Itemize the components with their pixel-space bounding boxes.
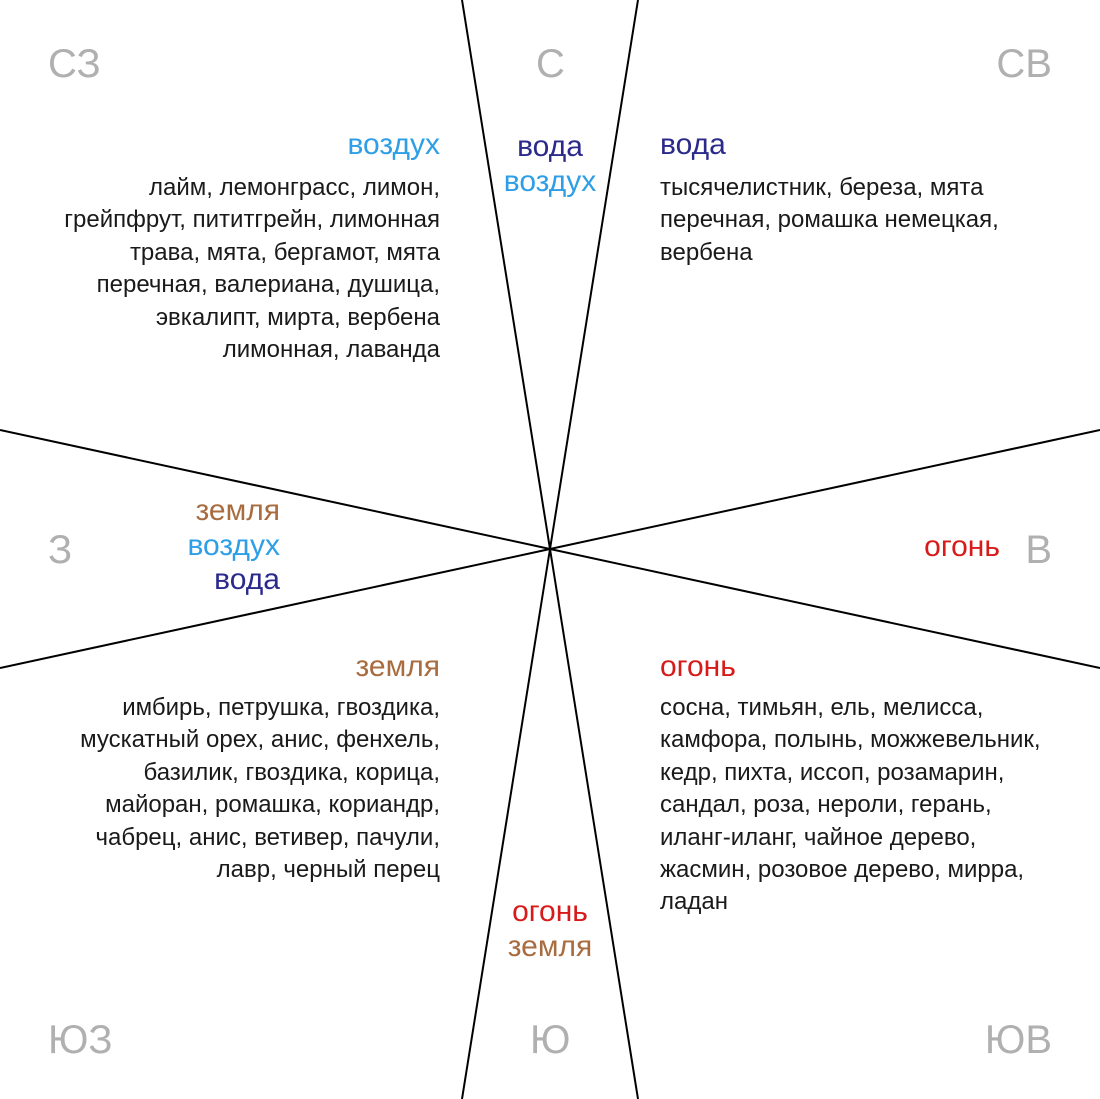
- element-earth: земля: [480, 930, 620, 965]
- sector-nw-herbs: лайм, лемонграсс, лимон, грейпфрут, пити…: [60, 172, 440, 366]
- sector-w-elements: земля воздух вода: [60, 494, 280, 598]
- sector-ne-herbs: тысячелистник, береза, мята перечная, ро…: [660, 172, 1040, 269]
- element-earth: земля: [60, 494, 280, 529]
- sector-sw-herbs: имбирь, петрушка, гвоздика, мускатный ор…: [60, 692, 440, 886]
- sector-ne-elements: вода: [660, 128, 1040, 163]
- compass-n: С: [536, 42, 565, 87]
- sector-nw-elements: воздух: [60, 128, 440, 163]
- compass-nw: СЗ: [48, 42, 101, 87]
- sector-e-elements: огонь: [700, 530, 1000, 565]
- sector-s-elements: огонь земля: [480, 895, 620, 964]
- compass-s: Ю: [530, 1018, 570, 1063]
- compass-e: В: [1025, 528, 1052, 573]
- sector-n-elements: вода воздух: [480, 130, 620, 199]
- element-water: вода: [660, 128, 1040, 163]
- element-earth: земля: [60, 650, 440, 685]
- element-fire: огонь: [660, 650, 1045, 685]
- element-water: вода: [480, 130, 620, 165]
- compass-diagram: СЗ С СВ З В ЮЗ Ю ЮВ вода воздух воздух л…: [0, 0, 1100, 1099]
- sector-se-herbs: сосна, тимьян, ель, мелисса, камфора, по…: [660, 692, 1045, 919]
- sector-se-elements: огонь: [660, 650, 1045, 685]
- element-water: вода: [60, 563, 280, 598]
- compass-ne: СВ: [996, 42, 1052, 87]
- element-fire: огонь: [700, 530, 1000, 565]
- sector-sw-elements: земля: [60, 650, 440, 685]
- element-air: воздух: [60, 128, 440, 163]
- element-air: воздух: [60, 529, 280, 564]
- element-fire: огонь: [480, 895, 620, 930]
- compass-sw: ЮЗ: [48, 1018, 113, 1063]
- compass-se: ЮВ: [985, 1018, 1052, 1063]
- element-air: воздух: [480, 165, 620, 200]
